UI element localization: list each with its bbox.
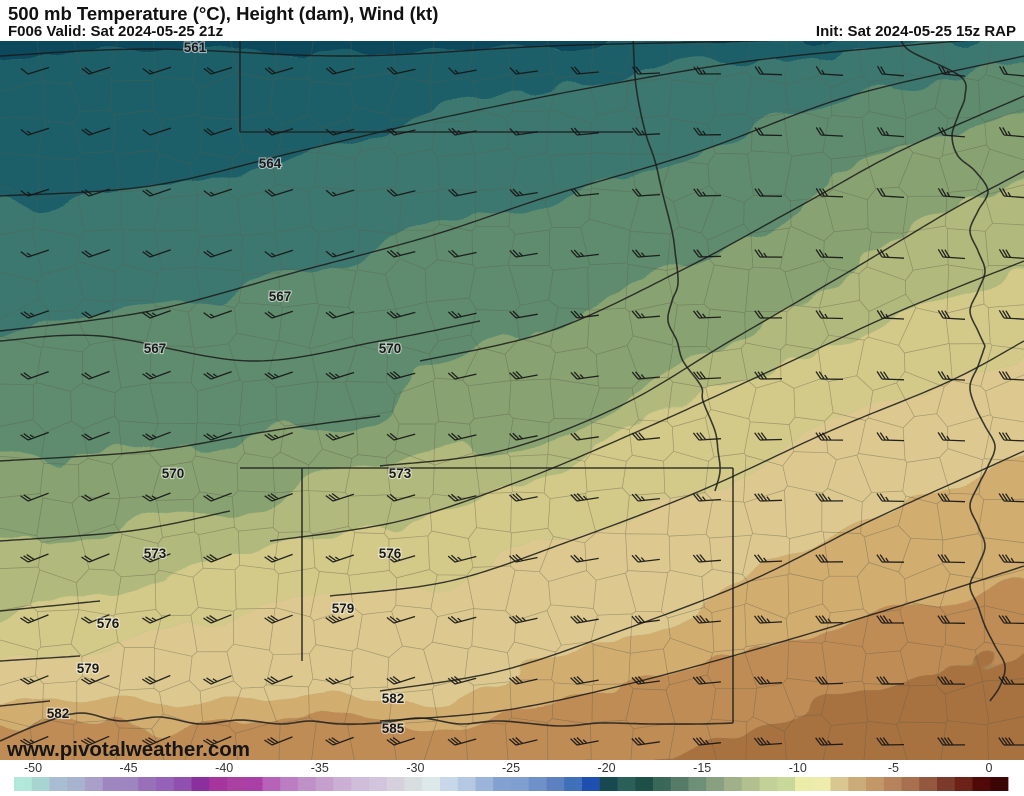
svg-text:567: 567 xyxy=(269,289,292,304)
svg-text:573: 573 xyxy=(389,466,412,481)
svg-text:www.pivotalweather.com: www.pivotalweather.com xyxy=(6,738,250,760)
svg-text:585: 585 xyxy=(382,721,405,736)
svg-text:570: 570 xyxy=(379,341,402,356)
svg-text:-15: -15 xyxy=(693,761,711,775)
svg-text:-10: -10 xyxy=(789,761,807,775)
svg-text:-45: -45 xyxy=(120,761,138,775)
svg-text:570: 570 xyxy=(162,466,185,481)
svg-text:-5: -5 xyxy=(888,761,899,775)
svg-text:-35: -35 xyxy=(311,761,329,775)
svg-text:582: 582 xyxy=(47,706,70,721)
svg-text:576: 576 xyxy=(379,546,402,561)
svg-text:-25: -25 xyxy=(502,761,520,775)
svg-text:564: 564 xyxy=(259,156,282,171)
svg-text:-40: -40 xyxy=(215,761,233,775)
svg-text:567: 567 xyxy=(144,341,167,356)
svg-text:561: 561 xyxy=(184,41,207,55)
svg-text:-30: -30 xyxy=(406,761,424,775)
svg-text:576: 576 xyxy=(97,616,120,631)
svg-text:573: 573 xyxy=(144,546,167,561)
svg-text:0: 0 xyxy=(986,761,993,775)
svg-text:-20: -20 xyxy=(598,761,616,775)
svg-text:-50: -50 xyxy=(24,761,42,775)
svg-text:579: 579 xyxy=(332,601,355,616)
svg-text:582: 582 xyxy=(382,691,405,706)
svg-text:579: 579 xyxy=(77,661,100,676)
